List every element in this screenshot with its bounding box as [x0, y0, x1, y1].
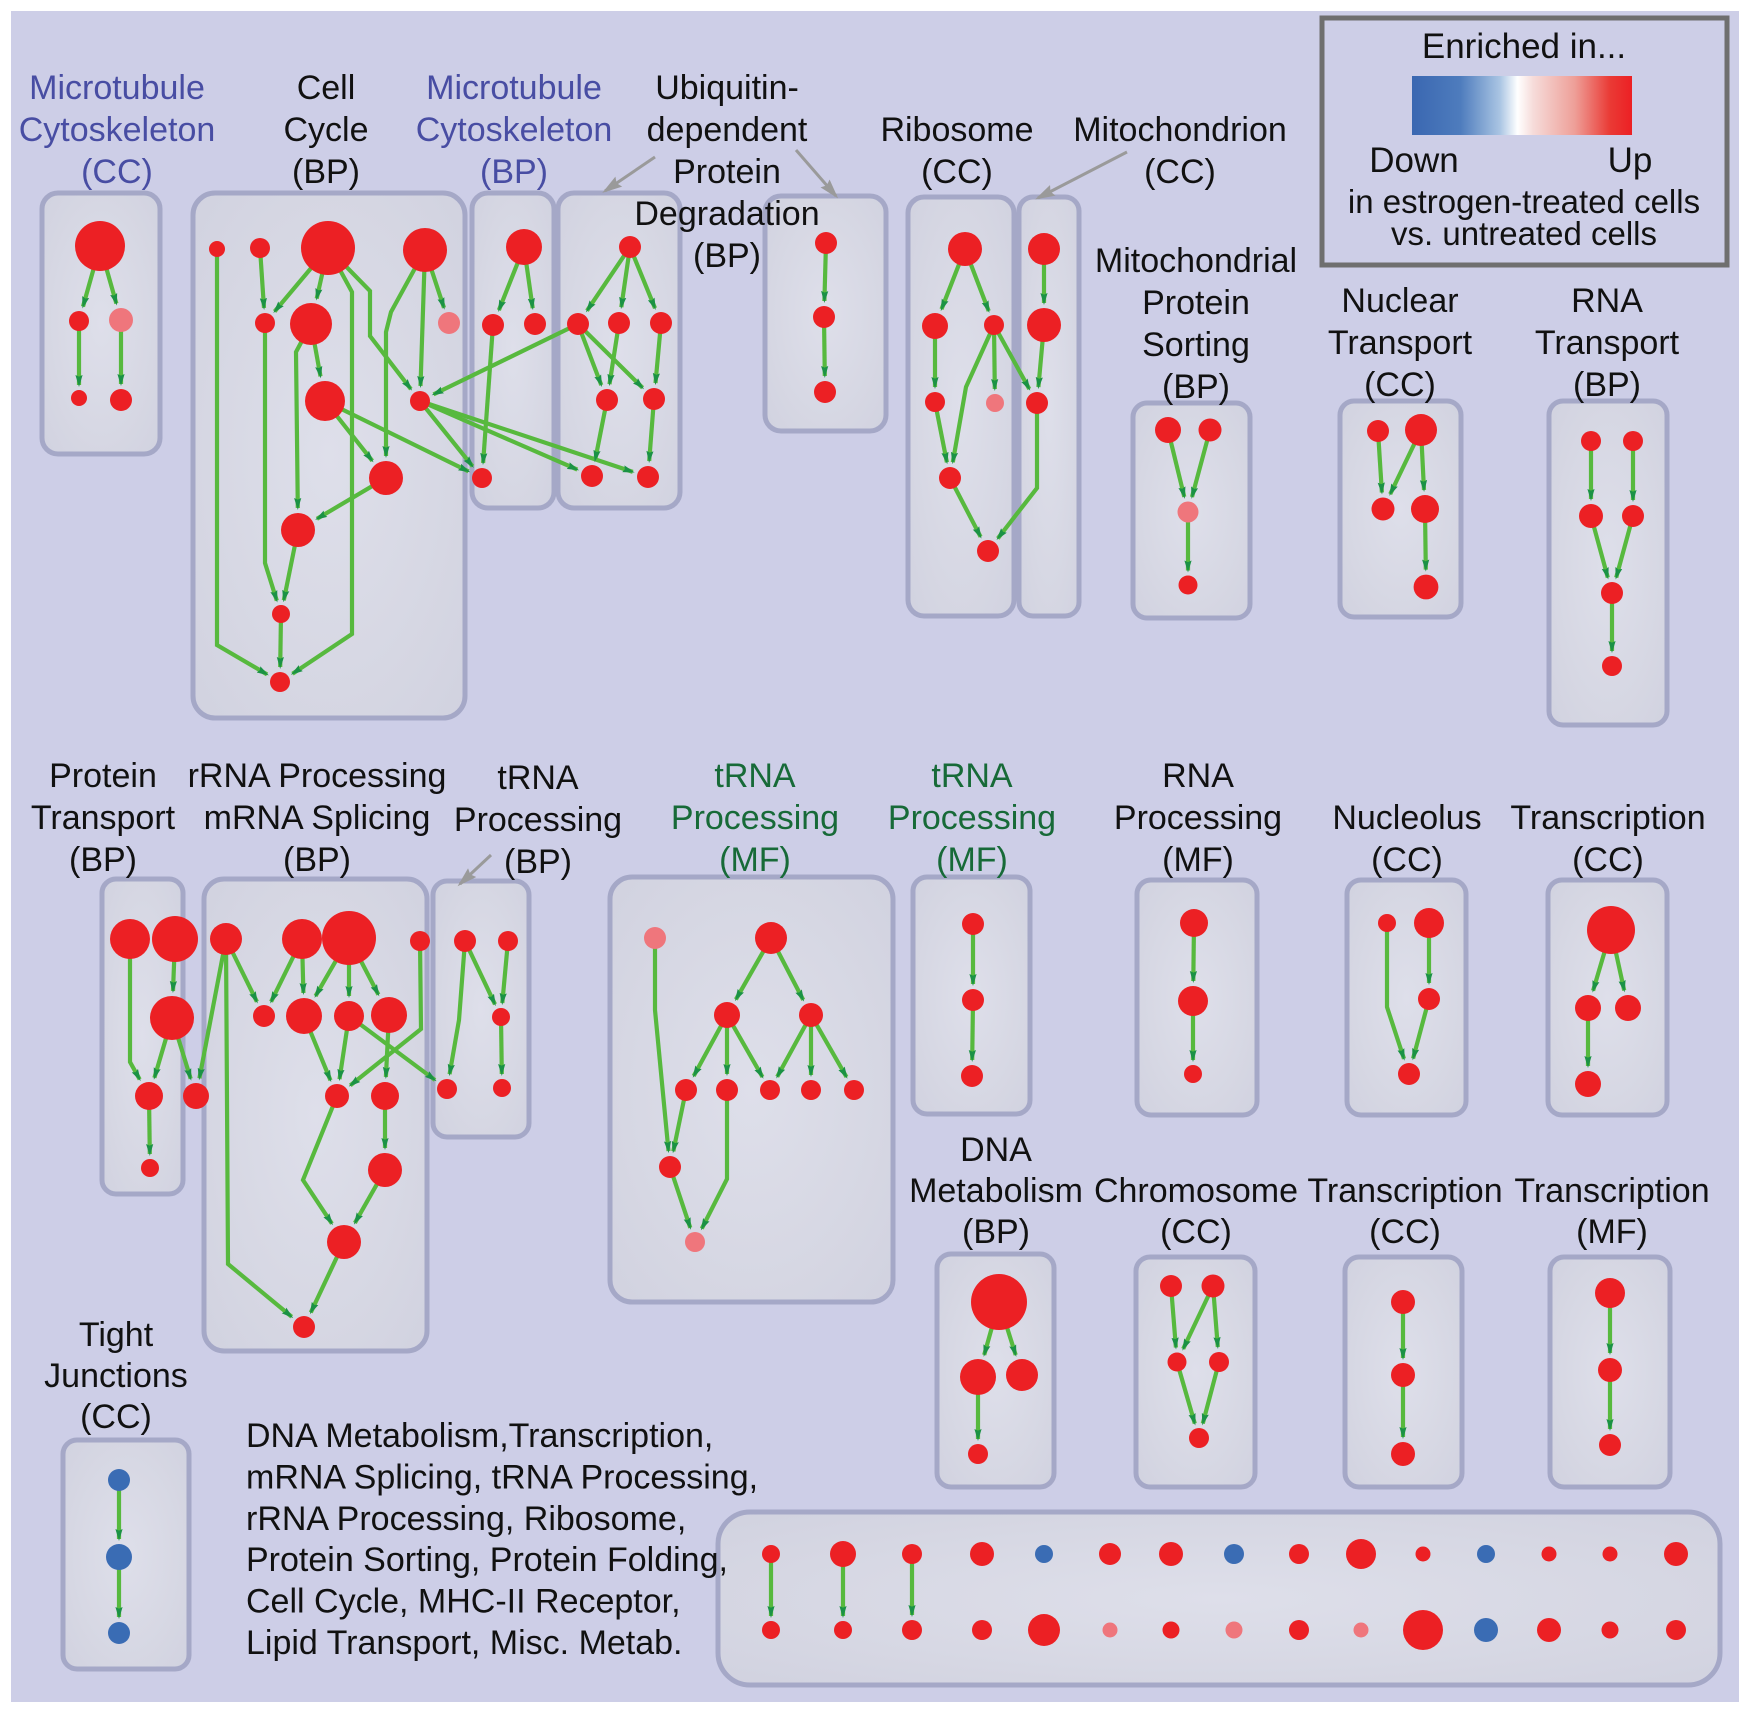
svg-text:rRNA Processing, Ribosome,: rRNA Processing, Ribosome,	[246, 1500, 686, 1538]
svg-text:vs. untreated cells: vs. untreated cells	[1391, 215, 1657, 252]
svg-text:(CC): (CC)	[921, 153, 993, 191]
svg-text:Transcription: Transcription	[1307, 1172, 1502, 1210]
svg-text:Tight: Tight	[79, 1316, 154, 1354]
svg-text:mRNA Splicing: mRNA Splicing	[204, 799, 431, 837]
svg-text:Microtubule: Microtubule	[29, 69, 205, 107]
svg-text:Transport: Transport	[31, 799, 176, 837]
svg-text:in estrogen-treated cells: in estrogen-treated cells	[1348, 183, 1700, 220]
svg-text:Enriched in...: Enriched in...	[1422, 27, 1626, 66]
svg-text:(BP): (BP)	[1573, 366, 1641, 404]
svg-text:(BP): (BP)	[292, 153, 360, 191]
svg-text:(MF): (MF)	[936, 841, 1008, 879]
svg-text:Transcription: Transcription	[1514, 1172, 1709, 1210]
svg-text:Nuclear: Nuclear	[1341, 282, 1458, 320]
svg-text:Microtubule: Microtubule	[426, 69, 602, 107]
svg-text:Cytoskeleton: Cytoskeleton	[416, 111, 613, 149]
svg-text:(CC): (CC)	[1371, 841, 1443, 879]
svg-text:Down: Down	[1369, 141, 1458, 180]
svg-text:Ubiquitin-: Ubiquitin-	[655, 69, 799, 107]
svg-text:Protein: Protein	[49, 757, 157, 795]
svg-text:Processing: Processing	[888, 799, 1056, 837]
svg-text:(BP): (BP)	[693, 237, 761, 275]
svg-text:DNA: DNA	[960, 1131, 1032, 1169]
svg-text:Junctions: Junctions	[44, 1357, 188, 1395]
svg-text:Processing: Processing	[1114, 799, 1282, 837]
svg-text:(MF): (MF)	[1576, 1213, 1648, 1251]
svg-text:RNA: RNA	[1162, 757, 1234, 795]
svg-text:Processing: Processing	[454, 801, 622, 839]
svg-text:(BP): (BP)	[480, 153, 548, 191]
svg-text:Protein: Protein	[1142, 284, 1250, 322]
svg-text:Transport: Transport	[1328, 324, 1473, 362]
svg-text:(BP): (BP)	[962, 1213, 1030, 1251]
svg-text:(BP): (BP)	[283, 841, 351, 879]
svg-text:Metabolism: Metabolism	[909, 1172, 1083, 1210]
svg-text:tRNA: tRNA	[497, 759, 579, 797]
svg-text:(CC): (CC)	[1369, 1213, 1441, 1251]
svg-text:Ribosome: Ribosome	[880, 111, 1033, 149]
svg-text:rRNA Processing: rRNA Processing	[188, 757, 447, 795]
svg-text:Nucleolus: Nucleolus	[1332, 799, 1481, 837]
svg-text:Cytoskeleton: Cytoskeleton	[19, 111, 216, 149]
svg-text:Mitochondrion: Mitochondrion	[1073, 111, 1287, 149]
svg-text:Transport: Transport	[1535, 324, 1680, 362]
svg-text:Up: Up	[1608, 141, 1653, 180]
svg-text:Cell: Cell	[297, 69, 356, 107]
svg-text:(BP): (BP)	[504, 843, 572, 881]
svg-text:Cell Cycle, MHC-II Receptor,: Cell Cycle, MHC-II Receptor,	[246, 1583, 681, 1621]
svg-text:Transcription: Transcription	[1510, 799, 1705, 837]
svg-text:Chromosome: Chromosome	[1094, 1172, 1298, 1210]
svg-text:(CC): (CC)	[81, 153, 153, 191]
svg-text:tRNA: tRNA	[714, 757, 796, 795]
svg-text:(BP): (BP)	[69, 841, 137, 879]
svg-text:dependent: dependent	[647, 111, 808, 149]
svg-text:Degradation: Degradation	[634, 195, 819, 233]
svg-text:Cycle: Cycle	[283, 111, 368, 149]
svg-text:Lipid Transport, Misc. Metab.: Lipid Transport, Misc. Metab.	[246, 1624, 683, 1662]
svg-text:mRNA Splicing, tRNA Processing: mRNA Splicing, tRNA Processing,	[246, 1458, 758, 1496]
svg-text:DNA Metabolism,Transcription,: DNA Metabolism,Transcription,	[246, 1417, 713, 1455]
svg-text:Protein: Protein	[673, 153, 781, 191]
svg-text:(BP): (BP)	[1162, 368, 1230, 406]
svg-text:Mitochondrial: Mitochondrial	[1095, 242, 1297, 280]
svg-text:(CC): (CC)	[1364, 366, 1436, 404]
svg-text:(CC): (CC)	[80, 1398, 152, 1436]
svg-text:(CC): (CC)	[1572, 841, 1644, 879]
svg-text:Sorting: Sorting	[1142, 326, 1250, 364]
svg-text:RNA: RNA	[1571, 282, 1643, 320]
svg-text:Processing: Processing	[671, 799, 839, 837]
svg-text:(MF): (MF)	[1162, 841, 1234, 879]
svg-text:Protein Sorting, Protein Foldi: Protein Sorting, Protein Folding,	[246, 1541, 728, 1579]
svg-text:(CC): (CC)	[1160, 1213, 1232, 1251]
svg-text:tRNA: tRNA	[931, 757, 1013, 795]
svg-text:(CC): (CC)	[1144, 153, 1216, 191]
svg-text:(MF): (MF)	[719, 841, 791, 879]
